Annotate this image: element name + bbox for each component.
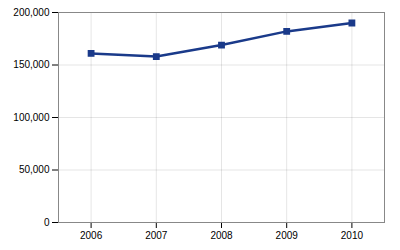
svg-text:2007: 2007 (145, 230, 168, 241)
svg-text:2009: 2009 (276, 230, 299, 241)
svg-text:50,000: 50,000 (19, 164, 50, 175)
svg-text:2006: 2006 (80, 230, 103, 241)
svg-text:200,000: 200,000 (13, 7, 50, 18)
svg-text:0: 0 (44, 217, 50, 228)
svg-text:2008: 2008 (210, 230, 233, 241)
svg-text:100,000: 100,000 (13, 112, 50, 123)
svg-text:150,000: 150,000 (13, 59, 50, 70)
svg-text:2010: 2010 (341, 230, 364, 241)
